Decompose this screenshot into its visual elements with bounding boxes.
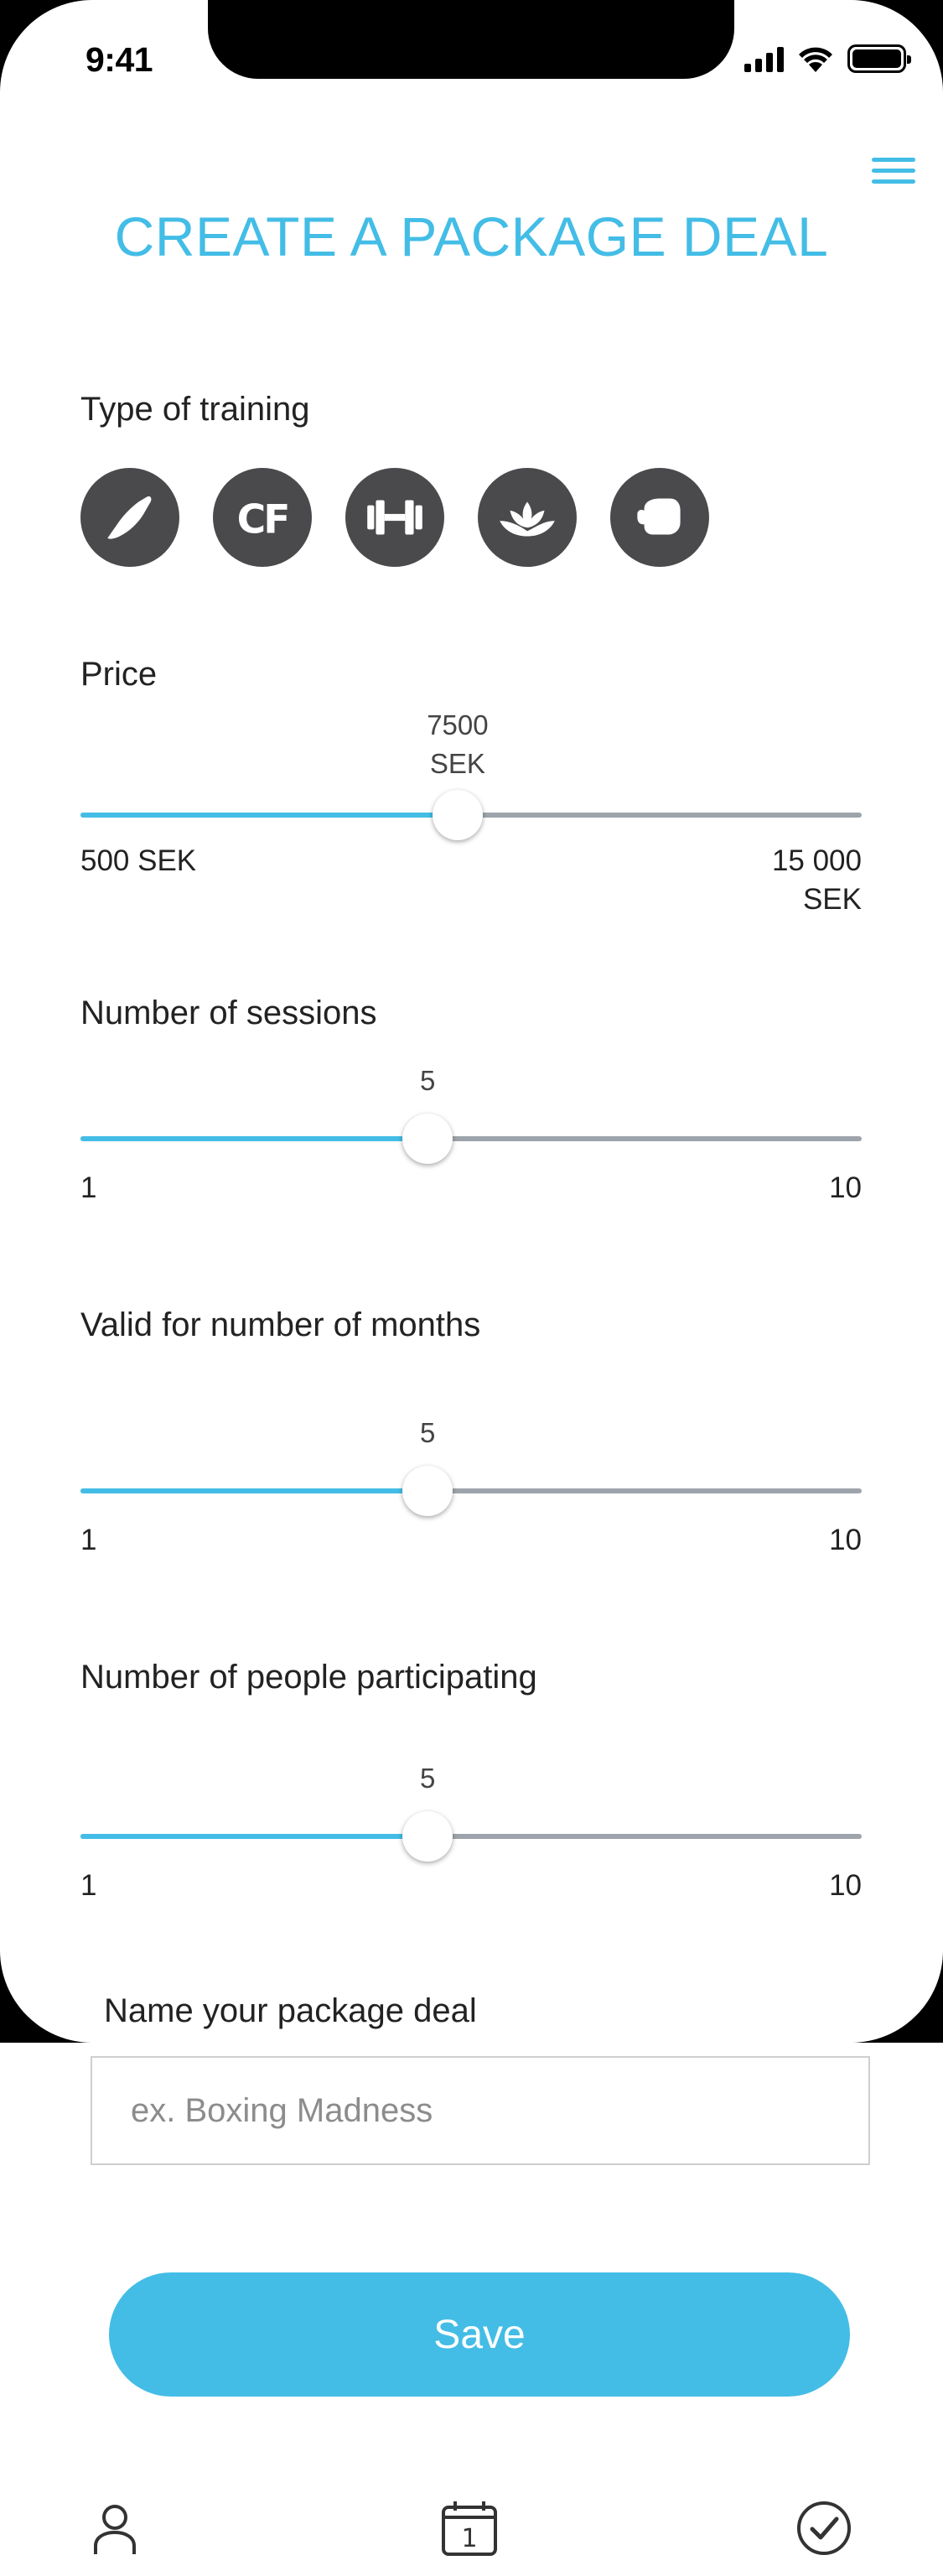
slider-track [80,1136,862,1141]
slider-thumb[interactable] [402,1811,453,1862]
sessions-label: Number of sessions [80,995,377,1031]
svg-text:CF: CF [237,496,288,543]
training-type-selector: CF [80,468,709,567]
package-name-label: Name your package deal [104,1992,477,2029]
months-label: Valid for number of months [80,1306,481,1343]
people-min-label: 1 [80,1869,97,1902]
months-value: 5 [420,1417,436,1448]
people-label: Number of people participating [80,1659,537,1696]
screen-top: 9:41 CREATE A PACKAGE DEAL Type of train… [0,0,943,2043]
boxing-glove-icon[interactable] [610,468,709,567]
crossfit-icon[interactable]: CF [213,468,312,567]
price-value: 7500 SEK [427,709,489,779]
slider-track [80,1834,862,1839]
training-type-label: Type of training [80,391,310,428]
battery-icon [847,44,911,73]
cellular-signal-icon [744,45,784,72]
months-max-label: 10 [829,1524,862,1556]
sessions-value: 5 [420,1065,436,1096]
sessions-min-label: 1 [80,1171,97,1204]
price-min-label: 500 SEK [80,844,197,877]
calendar-icon[interactable]: 1 [440,2499,499,2558]
price-max-label: 15 000 SEK [771,844,862,916]
profile-icon[interactable] [85,2499,144,2558]
price-slider[interactable]: 7500 SEK [80,709,862,840]
people-slider[interactable]: 5 [80,1763,862,1862]
sessions-max-label: 10 [829,1171,862,1204]
slider-fill [80,1488,428,1493]
slider-thumb[interactable] [402,1466,453,1516]
running-shoe-icon[interactable] [80,468,179,567]
slider-fill [80,1834,428,1839]
checkmark-icon[interactable] [795,2499,853,2558]
slider-track [80,1488,862,1493]
months-slider[interactable]: 5 [80,1417,862,1516]
status-icons [744,40,911,77]
sessions-slider[interactable]: 5 [80,1065,862,1164]
wifi-icon [799,47,832,72]
dumbbell-icon[interactable] [345,468,444,567]
slider-fill [80,1136,428,1141]
price-label: Price [80,656,158,693]
notch [208,0,734,79]
save-button[interactable]: Save [109,2272,850,2397]
people-value: 5 [420,1763,436,1794]
slider-thumb[interactable] [402,1114,453,1164]
slider-fill [80,813,458,818]
months-min-label: 1 [80,1524,97,1556]
lotus-icon[interactable] [478,468,577,567]
hamburger-menu-icon[interactable] [872,158,915,186]
svg-text:1: 1 [461,2524,477,2553]
page-title: CREATE A PACKAGE DEAL [114,205,829,267]
status-time: 9:41 [85,40,153,79]
slider-thumb[interactable] [432,790,483,840]
people-max-label: 10 [829,1869,862,1902]
package-name-input[interactable] [91,2056,870,2165]
